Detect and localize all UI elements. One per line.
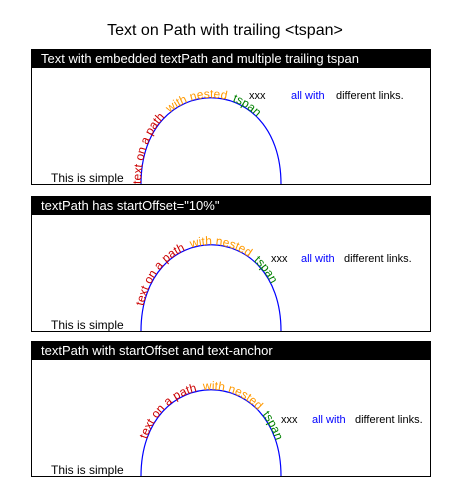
page-title: Text on Path with trailing <tspan> <box>107 22 343 39</box>
panel-2-trailing-all-with-link[interactable]: all with <box>301 253 335 265</box>
panel-2-drawing: This is simple text on a path with nested… <box>51 234 412 332</box>
panel-1-trailing-xxx: xxx <box>249 90 266 102</box>
panel-2-trailing-xxx: xxx <box>271 253 288 265</box>
panel-1-segment-with-nested: with nested <box>162 87 229 116</box>
panel-2: textPath has startOffset="10%" This is s… <box>31 196 431 332</box>
panel-1-segment-text-on-a-path: text on a path <box>130 110 167 184</box>
panel-2-path-text: text on a path with nestedtspan <box>133 234 281 307</box>
panel-3-trailing-xxx: xxx <box>281 414 298 426</box>
panel-1-header: Text with embedded textPath and multiple… <box>32 50 430 68</box>
panel-2-trailing-different-links: different links. <box>344 253 412 265</box>
panel-2-segment-with-nested: with nested <box>187 234 255 260</box>
panel-3-simple-text: This is simple <box>51 463 124 477</box>
panel-1: Text with embedded textPath and multiple… <box>31 49 431 185</box>
panel-3-trailing-all-with-link[interactable]: all with <box>312 414 346 426</box>
panel-3-segment-with-nested: with nested <box>201 379 265 413</box>
panel-3: textPath with startOffset and text-ancho… <box>31 341 431 477</box>
panel-3-path-text: text on a path with nested tspan <box>136 379 286 442</box>
panel-3-segment-text-on-a-path: text on a path <box>136 381 198 441</box>
panel-2-header: textPath has startOffset="10%" <box>32 197 430 215</box>
panel-1-path-text: text on a pathwith nested tspan <box>130 87 264 184</box>
panel-1-drawing: This is simple text on a pathwith nested… <box>51 87 404 185</box>
panel-3-trailing-different-links: different links. <box>355 414 423 426</box>
panel-1-trailing-different-links: different links. <box>336 90 404 102</box>
panel-1-simple-text: This is simple <box>51 171 124 185</box>
panel-2-segment-text-on-a-path: text on a path <box>133 240 187 307</box>
panel-3-drawing: This is simple text on a path with nested… <box>51 379 423 477</box>
panel-3-header: textPath with startOffset and text-ancho… <box>32 342 430 360</box>
panel-1-trailing-all-with-link[interactable]: all with <box>291 90 325 102</box>
panel-2-simple-text: This is simple <box>51 318 124 332</box>
